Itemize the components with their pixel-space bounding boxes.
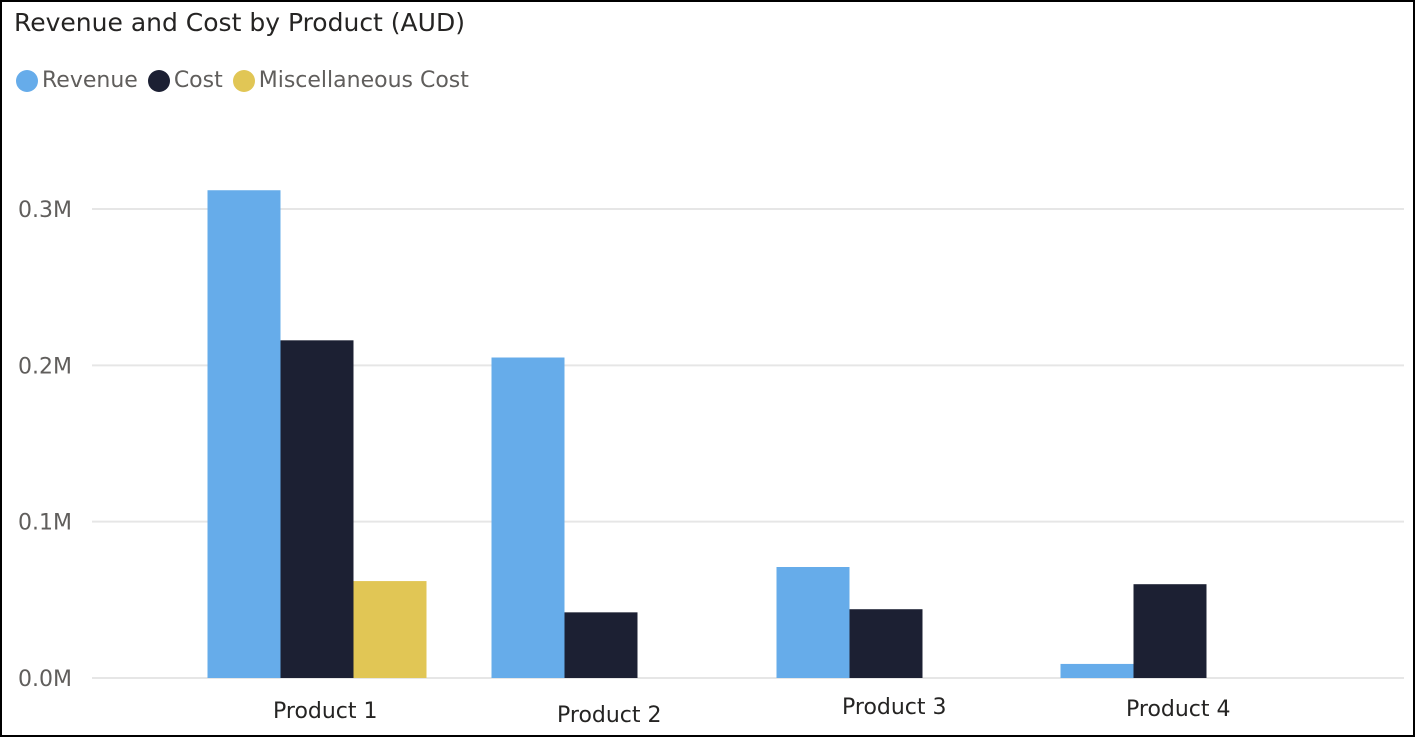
legend-label-miscellaneous-cost: Miscellaneous Cost xyxy=(258,68,469,93)
legend-label-revenue: Revenue xyxy=(42,68,138,93)
legend-item-cost[interactable]: Cost xyxy=(147,68,223,93)
legend-item-miscellaneous-cost[interactable]: Miscellaneous Cost xyxy=(232,68,469,93)
bars xyxy=(207,190,1207,679)
bar-revenue-4[interactable] xyxy=(1060,663,1134,678)
x-category-label: Product 3 xyxy=(842,695,947,720)
x-category-label: Product 2 xyxy=(557,703,662,728)
bar-cost-4[interactable] xyxy=(1133,584,1207,678)
y-tick-label: 0.0M xyxy=(18,667,72,692)
legend-swatch-cost xyxy=(147,69,170,92)
legend-item-revenue[interactable]: Revenue xyxy=(16,68,138,93)
legend-swatch-revenue xyxy=(16,69,38,92)
bar-revenue-2[interactable] xyxy=(491,357,565,678)
bar-cost-2[interactable] xyxy=(564,612,638,678)
bar-miscellaneous-cost-1[interactable] xyxy=(353,581,427,678)
y-tick-label: 0.2M xyxy=(18,354,72,379)
x-category-label: Product 1 xyxy=(273,699,378,724)
chart-title: Revenue and Cost by Product (AUD) xyxy=(14,8,465,37)
bar-cost-1[interactable] xyxy=(280,340,354,678)
bar-cost-3[interactable] xyxy=(849,609,923,678)
y-axis-ticks: 0.0M 0.1M 0.2M 0.3M xyxy=(18,198,72,692)
y-tick-label: 0.1M xyxy=(18,511,72,536)
x-category-label: Product 4 xyxy=(1126,697,1231,722)
x-axis-categories: Product 1 Product 2 Product 3 Product 4 xyxy=(273,695,1231,728)
bar-revenue-3[interactable] xyxy=(776,567,850,678)
y-tick-label: 0.3M xyxy=(18,198,72,223)
legend-swatch-miscellaneous-cost xyxy=(232,69,255,92)
chart-legend: Revenue Cost Miscellaneous Cost xyxy=(16,68,479,93)
legend-label-cost: Cost xyxy=(173,68,223,93)
bar-revenue-1[interactable] xyxy=(207,190,281,679)
